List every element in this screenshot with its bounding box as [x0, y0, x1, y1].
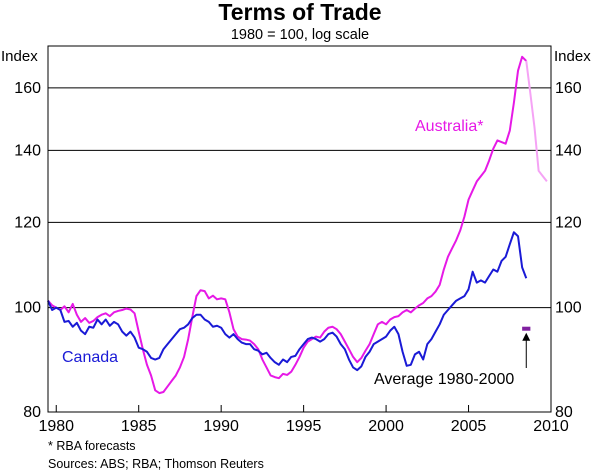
y-tick-label-right-100: 100 [555, 300, 582, 317]
canada-label: Canada [62, 349, 118, 366]
y-tick-label-left-160: 160 [14, 80, 41, 97]
australia-line [47, 55, 527, 395]
plot-frame [47, 45, 552, 413]
australia-forecast-line [525, 60, 548, 183]
y-tick-label-right-120: 120 [555, 214, 582, 231]
y-tick-label-right-160: 160 [555, 80, 582, 97]
x-tick-label-2005: 2005 [451, 418, 487, 435]
y-tick-label-right-80: 80 [555, 404, 573, 421]
footnote-forecasts: * RBA forecasts [48, 439, 136, 453]
y-tick-label-right-140: 140 [555, 142, 582, 159]
footnote-sources: Sources: ABS; RBA; Thomson Reuters [48, 457, 264, 471]
y-tick-label-left-100: 100 [14, 300, 41, 317]
canada-line [47, 231, 528, 372]
y-tick-label-left-80: 80 [23, 404, 41, 421]
x-tick-label-1995: 1995 [286, 418, 322, 435]
chart-title: Terms of Trade [218, 0, 381, 25]
left-axis-unit: Index [1, 48, 38, 65]
australia-label: Australia* [415, 118, 483, 135]
x-tick-label-1980: 1980 [38, 418, 74, 435]
x-tick-label-2010: 2010 [533, 418, 569, 435]
x-tick-label-2000: 2000 [368, 418, 404, 435]
x-tick-label-1985: 1985 [121, 418, 157, 435]
chart-subtitle: 1980 = 100, log scale [231, 27, 369, 43]
x-tick-label-1990: 1990 [203, 418, 239, 435]
average-arrow-head [522, 332, 531, 341]
y-tick-label-left-140: 140 [14, 142, 41, 159]
y-tick-label-left-120: 120 [14, 214, 41, 231]
average-label: Average 1980-2000 [374, 371, 514, 388]
right-axis-unit: Index [554, 48, 591, 65]
